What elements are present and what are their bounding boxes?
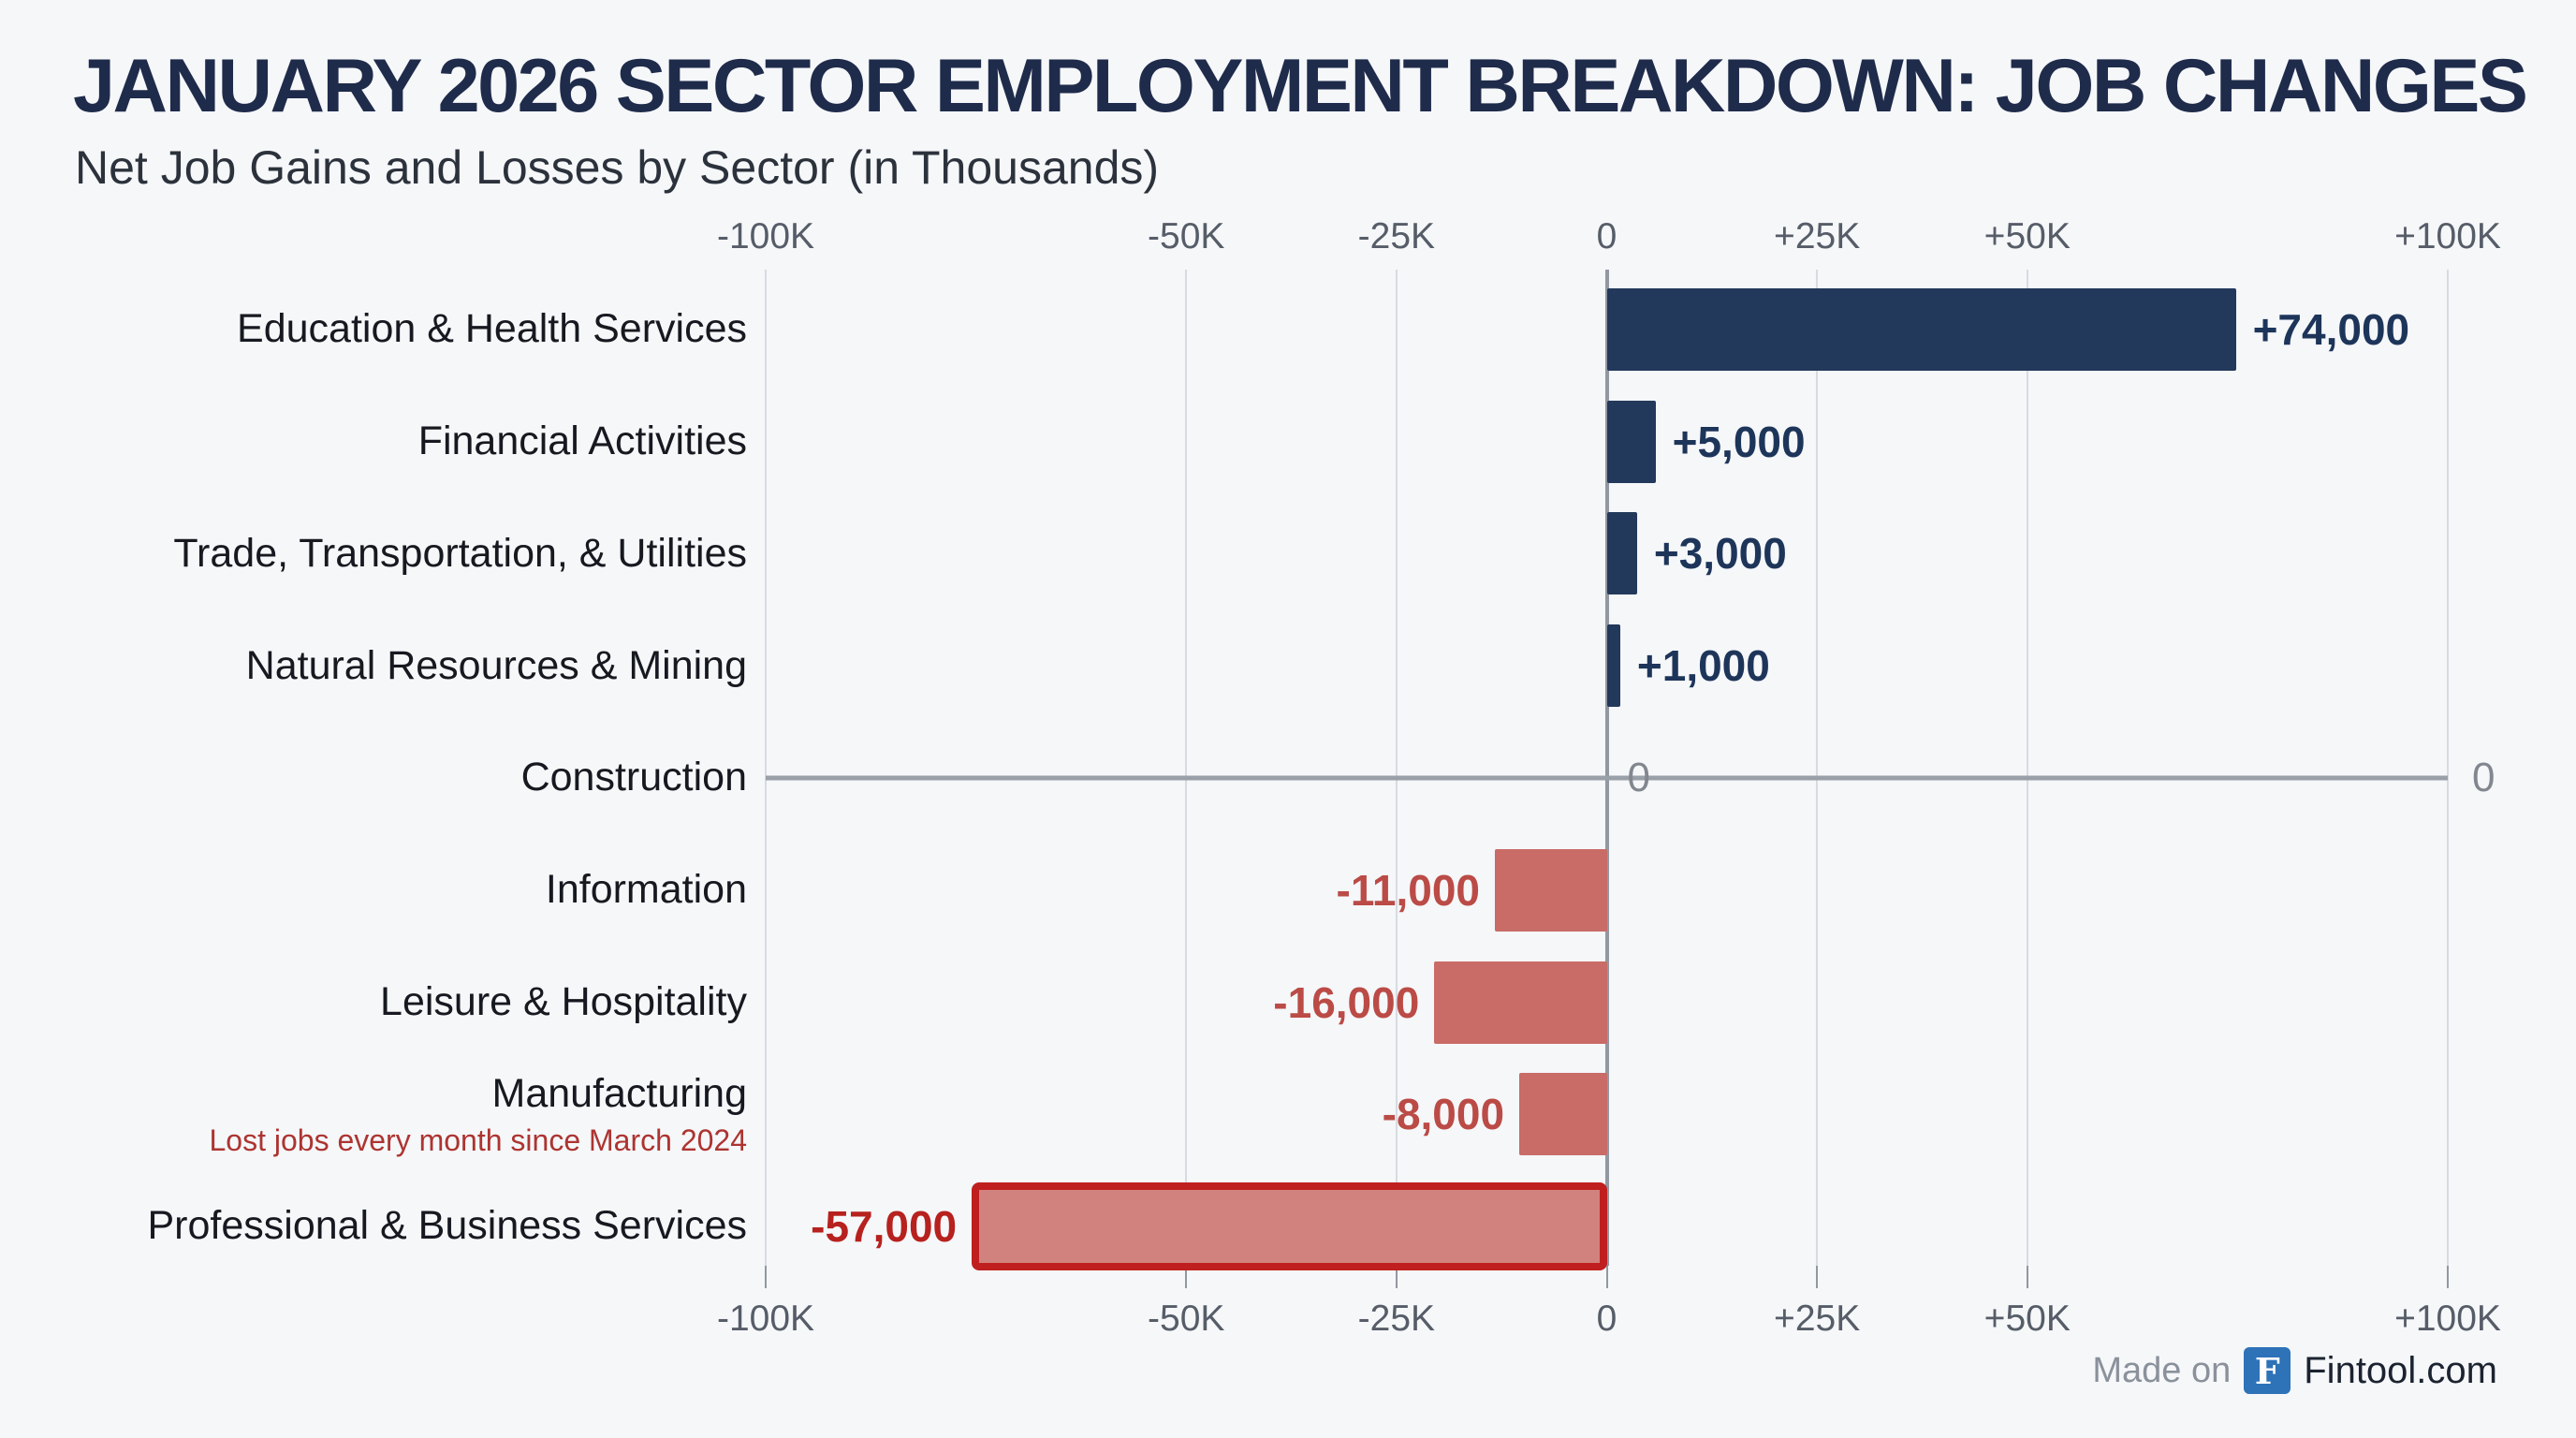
gridline xyxy=(1395,270,1398,1266)
x-tick-label-top: 0 xyxy=(1596,216,1617,257)
category-cell: Leisure & Hospitality xyxy=(0,979,766,1025)
bar-cell: +3,000 xyxy=(766,498,2448,610)
gridline xyxy=(2026,270,2028,1266)
bar-row: Trade, Transportation, & Utilities +3,000 xyxy=(0,498,2448,610)
bar-information xyxy=(1495,848,1607,932)
value-label: -11,000 xyxy=(1336,865,1480,915)
gridline xyxy=(765,270,767,1266)
category-label: Manufacturing xyxy=(491,1071,748,1117)
category-cell: Information xyxy=(0,867,766,913)
bar-row: Information -11,000 xyxy=(0,834,2448,946)
category-cell: Professional & Business Services xyxy=(0,1203,766,1249)
bar-leisure-hospitality xyxy=(1434,961,1607,1044)
category-label: Trade, Transportation, & Utilities xyxy=(173,530,747,576)
bar-financial-activities xyxy=(1606,400,1656,483)
zero-axis-line xyxy=(1604,270,1609,1266)
fintool-logo-icon: F xyxy=(2244,1347,2291,1394)
bar-row: Natural Resources & Mining +1,000 xyxy=(0,609,2448,722)
bar-chart: Education & Health Services +74,000 Financ… xyxy=(0,273,2496,1283)
made-on-text: Made on xyxy=(2092,1350,2232,1390)
category-cell: Financial Activities xyxy=(0,418,766,464)
bar-trade-transportation-utilities xyxy=(1606,512,1637,595)
x-tick-label-top: -25K xyxy=(1357,216,1436,257)
value-label: +5,000 xyxy=(1672,417,1806,466)
gridline xyxy=(1816,270,1819,1266)
bar-row: Professional & Business Services -57,000 xyxy=(0,1170,2448,1283)
x-tick-label-bottom: +50K xyxy=(1983,1299,2071,1339)
category-annotation: Lost jobs every month since March 2024 xyxy=(209,1123,747,1158)
x-tick-label-bottom: -50K xyxy=(1148,1299,1225,1339)
value-label: +1,000 xyxy=(1636,641,1770,691)
value-label: -8,000 xyxy=(1382,1090,1505,1139)
attribution-footer: Made on F Fintool.com xyxy=(2092,1344,2497,1397)
category-cell: Education & Health Services xyxy=(0,306,766,352)
x-tick-label-top: +100K xyxy=(2394,216,2501,257)
x-tick-label-top: +50K xyxy=(1983,216,2071,257)
bar-cell: -8,000 xyxy=(766,1058,2448,1170)
x-tick-label-top: +25K xyxy=(1774,216,1861,257)
axis-tick-mark xyxy=(1605,1266,1608,1288)
value-label: +3,000 xyxy=(1653,529,1787,579)
bar-row: Education & Health Services +74,000 xyxy=(0,273,2448,386)
category-label: Education & Health Services xyxy=(237,306,747,352)
x-tick-label-top: -100K xyxy=(716,216,815,257)
x-axis-top: -100K -50K -25K 0 +25K +50K +100K xyxy=(717,213,2501,260)
axis-tick-mark xyxy=(1395,1266,1398,1288)
category-cell: Trade, Transportation, & Utilities xyxy=(0,531,766,577)
bar-education-health-services xyxy=(1606,287,2236,371)
bar-manufacturing xyxy=(1519,1073,1607,1156)
category-cell: Manufacturing Lost jobs every month since… xyxy=(0,1071,766,1158)
bar-cell: -57,000 xyxy=(766,1170,2448,1283)
bar-cell: +1,000 xyxy=(766,609,2448,722)
category-label: Professional & Business Services xyxy=(147,1203,747,1249)
bar-cell: +5,000 xyxy=(766,386,2448,498)
category-label: Natural Resources & Mining xyxy=(245,642,747,688)
x-tick-label-bottom: +25K xyxy=(1774,1299,1861,1339)
chart-subtitle: Net Job Gains and Losses by Sector (in T… xyxy=(75,141,1160,194)
value-label: -16,000 xyxy=(1273,977,1420,1027)
axis-tick-marks xyxy=(765,1266,2449,1288)
axis-tick-mark xyxy=(2447,1266,2449,1288)
x-tick-label-bottom: 0 xyxy=(1596,1299,1617,1339)
axis-tick-mark xyxy=(2026,1266,2028,1288)
bar-row: Financial Activities +5,000 xyxy=(0,386,2448,498)
category-label: Leisure & Hospitality xyxy=(380,978,747,1024)
x-tick-label-bottom: -25K xyxy=(1357,1299,1436,1339)
value-label: -57,000 xyxy=(811,1202,958,1252)
x-tick-label-bottom: -100K xyxy=(716,1299,815,1339)
chart-title: JANUARY 2026 SECTOR EMPLOYMENT BREAKDOWN… xyxy=(73,44,2528,128)
bar-professional-business-services xyxy=(972,1182,1607,1271)
axis-tick-mark xyxy=(1185,1266,1188,1288)
x-tick-label-top: -50K xyxy=(1148,216,1225,257)
category-cell: Natural Resources & Mining xyxy=(0,643,766,689)
bar-cell: -16,000 xyxy=(766,946,2448,1059)
bar-cell: +74,000 xyxy=(766,273,2448,386)
x-axis-bottom: -100K -50K -25K 0 +25K +50K +100K xyxy=(717,1296,2501,1343)
category-label: Information xyxy=(545,867,747,913)
zero-reference-line xyxy=(766,775,2448,781)
x-tick-label-bottom: +100K xyxy=(2394,1299,2501,1339)
bar-natural-resources-mining xyxy=(1606,624,1620,708)
bar-row: Construction 0 0 xyxy=(0,722,2496,834)
fintool-brand-text: Fintool.com xyxy=(2304,1349,2497,1391)
axis-tick-mark xyxy=(765,1266,767,1288)
zero-value-label: 0 xyxy=(1627,755,1650,801)
bar-row: Manufacturing Lost jobs every month since… xyxy=(0,1058,2448,1170)
axis-tick-mark xyxy=(1816,1266,1819,1288)
category-label: Financial Activities xyxy=(417,418,747,463)
category-label: Construction xyxy=(520,755,747,800)
plot-area xyxy=(765,270,2449,1266)
zero-value-label-right: 0 xyxy=(2472,755,2496,801)
bar-row: Leisure & Hospitality -16,000 xyxy=(0,946,2448,1059)
bar-cell: -11,000 xyxy=(766,834,2448,946)
gridline xyxy=(1185,270,1188,1266)
category-cell: Construction xyxy=(0,755,766,800)
value-label: +74,000 xyxy=(2252,304,2410,354)
gridline xyxy=(2447,270,2449,1266)
